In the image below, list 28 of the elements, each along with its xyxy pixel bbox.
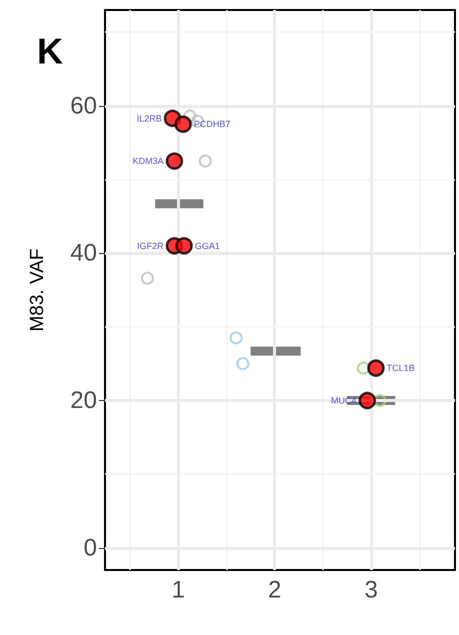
data-label: IGF2R bbox=[137, 240, 164, 251]
point bbox=[230, 331, 243, 344]
y-tick-label: 20 bbox=[70, 387, 97, 414]
data-label: KDM3A bbox=[132, 156, 164, 166]
point bbox=[367, 359, 385, 377]
data-label: IL2RB bbox=[136, 113, 162, 124]
point bbox=[358, 392, 376, 410]
point bbox=[183, 110, 196, 123]
y-axis-title: M83. VAF bbox=[27, 248, 48, 332]
point bbox=[175, 237, 193, 255]
point bbox=[166, 152, 184, 170]
y-tick-label: 60 bbox=[70, 92, 97, 120]
x-tick-label: 3 bbox=[364, 576, 378, 604]
x-tick-label: 1 bbox=[172, 576, 185, 604]
point bbox=[198, 154, 212, 168]
data-label: TCL1B bbox=[386, 363, 415, 374]
point bbox=[373, 394, 386, 408]
y-tick-label: 40 bbox=[70, 240, 97, 267]
point bbox=[174, 115, 192, 133]
point bbox=[140, 272, 154, 285]
x-tick-label: 2 bbox=[268, 576, 282, 604]
data-label: MUC4 bbox=[330, 396, 357, 406]
point bbox=[356, 362, 370, 375]
text: K bbox=[37, 30, 63, 72]
y-tick-label: 0 bbox=[84, 534, 97, 562]
data-label: GGA1 bbox=[194, 240, 220, 251]
data-label: PCDHB7 bbox=[194, 119, 230, 130]
point bbox=[236, 357, 250, 370]
